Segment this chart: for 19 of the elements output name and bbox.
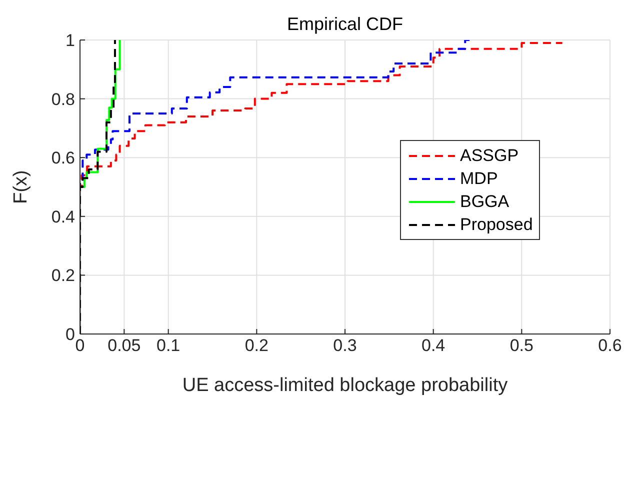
x-tick-label: 0.3 — [333, 336, 357, 356]
legend-label: MDP — [460, 168, 498, 188]
y-tick-label: 0.6 — [51, 148, 75, 168]
legend-label: ASSGP — [460, 146, 519, 166]
y-tick-label: 0.2 — [51, 266, 75, 286]
y-tick-label: 0.8 — [51, 90, 75, 109]
x-tick-label: 0.6 — [598, 336, 622, 356]
x-tick-label: 0.2 — [244, 336, 268, 356]
x-tick-label: 0.5 — [510, 336, 534, 356]
chart-title: Empirical CDF — [286, 14, 404, 35]
y-axis-title: F(x) — [10, 170, 32, 204]
y-tick-label: 1 — [66, 31, 75, 50]
x-tick-label: 0.05 — [108, 336, 141, 356]
x-axis-title: UE access-limited blockage probability — [182, 375, 508, 396]
legend-label: Proposed — [460, 214, 533, 234]
y-tick-label: 0.4 — [51, 207, 75, 226]
x-tick-label: 0.4 — [422, 336, 446, 356]
x-tick-label: 0.1 — [156, 336, 180, 356]
legend-label: BGGA — [460, 192, 510, 212]
